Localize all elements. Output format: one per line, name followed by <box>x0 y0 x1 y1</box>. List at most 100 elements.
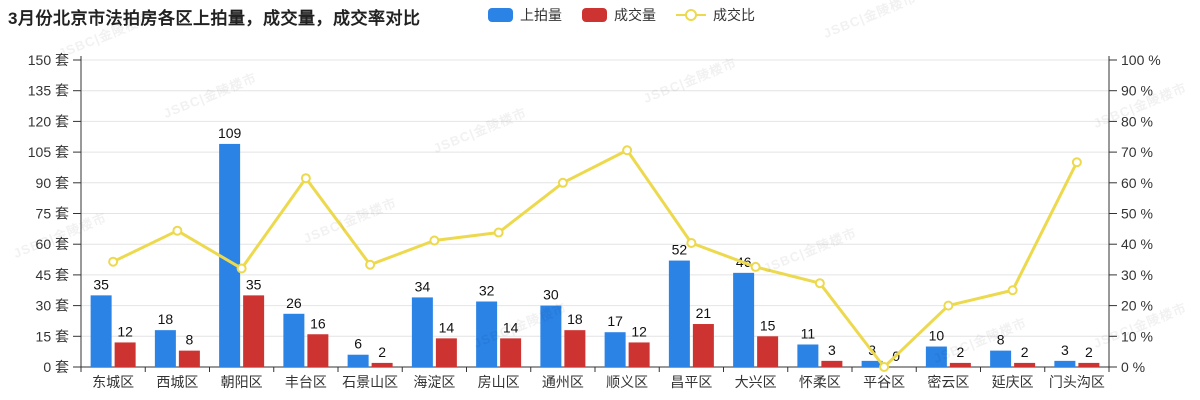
bar-value-label: 35 <box>246 276 262 292</box>
x-axis-category-label: 西城区 <box>156 374 198 390</box>
ratio-line-point <box>493 227 504 238</box>
ratio-line-point <box>108 256 119 267</box>
legend-item-sold[interactable]: 成交量 <box>582 5 656 25</box>
bar-value-label: 6 <box>354 336 362 352</box>
bar-value-label: 3 <box>1061 342 1069 358</box>
bar-成交量 <box>178 350 200 367</box>
ratio-line-point <box>622 145 633 156</box>
x-axis-category-label: 石景山区 <box>342 374 398 390</box>
right-axis-label: 70 % <box>1121 144 1153 160</box>
ratio-line-point <box>172 225 183 236</box>
bar-成交量 <box>1014 362 1036 367</box>
legend-item-listed[interactable]: 上拍量 <box>488 5 562 25</box>
bar-value-label: 109 <box>218 125 242 141</box>
bar-上拍量 <box>990 350 1012 367</box>
x-axis-category-label: 房山区 <box>478 374 520 390</box>
left-axis-label: 105 套 <box>28 144 69 160</box>
bar-上拍量 <box>283 313 305 367</box>
bar-value-label: 16 <box>310 315 326 331</box>
bar-成交量 <box>114 342 136 367</box>
ratio-line-point <box>814 278 825 289</box>
bar-value-label: 8 <box>997 332 1005 348</box>
bar-成交量 <box>500 338 522 367</box>
bar-上拍量 <box>90 295 112 367</box>
bar-value-label: 34 <box>415 278 431 294</box>
bar-value-label: 12 <box>117 323 133 339</box>
bar-value-label: 2 <box>378 344 386 360</box>
x-axis-category-label: 大兴区 <box>735 374 777 390</box>
bar-上拍量 <box>411 297 433 367</box>
bar-value-label: 35 <box>93 276 109 292</box>
bar-成交量 <box>1078 362 1100 367</box>
bar-上拍量 <box>861 360 883 367</box>
bar-上拍量 <box>540 305 562 367</box>
right-axis-label: 40 % <box>1121 236 1153 252</box>
legend-swatch-red <box>582 8 607 22</box>
right-axis-label: 50 % <box>1121 206 1153 222</box>
ratio-line-point <box>300 173 311 184</box>
x-axis-category-label: 朝阳区 <box>221 374 263 390</box>
right-axis-label: 90 % <box>1121 83 1153 99</box>
bar-value-label: 14 <box>439 319 455 335</box>
left-axis-label: 30 套 <box>36 298 69 314</box>
bar-成交量 <box>243 295 265 367</box>
x-axis-category-label: 门头沟区 <box>1049 374 1105 390</box>
ratio-line-point <box>943 300 954 311</box>
bar-value-label: 15 <box>760 317 776 333</box>
x-axis-category-label: 顺义区 <box>606 374 648 390</box>
bar-value-label: 8 <box>185 332 193 348</box>
ratio-line <box>112 148 1079 369</box>
bar-value-label: 17 <box>607 313 623 329</box>
right-axis-label: 60 % <box>1121 175 1153 191</box>
left-axis-label: 15 套 <box>36 328 69 344</box>
bar-成交量 <box>821 360 843 367</box>
x-axis-category-label: 怀柔区 <box>799 374 841 390</box>
bar-value-label: 30 <box>543 287 559 303</box>
ratio-line-point <box>557 177 568 188</box>
x-axis-category-label: 丰台区 <box>285 374 327 390</box>
chart-title: 3月份北京市法拍房各区上拍量，成交量，成交率对比 <box>8 9 421 28</box>
bar-value-label: 11 <box>801 325 816 341</box>
ratio-line-point <box>1007 285 1018 296</box>
bar-value-label: 26 <box>286 295 302 311</box>
bar-上拍量 <box>1054 360 1076 367</box>
bar-value-label: 2 <box>1085 344 1093 360</box>
bar-成交量 <box>949 362 971 367</box>
right-axis-label: 10 % <box>1121 328 1153 344</box>
left-axis-label: 0 套 <box>43 359 69 375</box>
ratio-line-point <box>236 263 247 274</box>
bar-上拍量 <box>668 260 690 367</box>
legend-line-marker-icon <box>676 8 706 22</box>
x-axis-category-label: 通州区 <box>542 374 584 390</box>
left-axis-label: 75 套 <box>36 206 69 222</box>
ratio-line-point <box>429 235 440 246</box>
ratio-line-point <box>879 362 890 372</box>
bar-上拍量 <box>476 301 498 367</box>
x-axis-category-label: 东城区 <box>92 374 134 390</box>
bar-上拍量 <box>733 272 755 367</box>
bar-value-label: 10 <box>929 328 945 344</box>
ratio-line-point <box>1071 157 1082 168</box>
bar-上拍量 <box>797 344 819 367</box>
left-axis-label: 150 套 <box>28 52 69 68</box>
legend-label-sold: 成交量 <box>614 7 656 23</box>
right-axis-label: 0 % <box>1121 359 1145 375</box>
x-axis-category-label: 密云区 <box>927 374 969 390</box>
bar-上拍量 <box>154 330 176 367</box>
bar-成交量 <box>757 336 779 367</box>
bar-成交量 <box>564 330 586 367</box>
legend-item-ratio[interactable]: 成交比 <box>676 5 755 25</box>
bar-value-label: 32 <box>479 283 495 299</box>
bar-上拍量 <box>347 354 369 367</box>
ratio-line-point <box>365 259 376 270</box>
bar-上拍量 <box>604 332 626 367</box>
bar-value-label: 52 <box>672 242 688 258</box>
x-axis-category-label: 延庆区 <box>992 374 1034 390</box>
bar-成交量 <box>371 362 393 367</box>
bar-value-label: 18 <box>567 311 583 327</box>
bar-上拍量 <box>219 143 241 367</box>
bar-value-label: 14 <box>503 319 519 335</box>
ratio-line-point <box>686 237 697 248</box>
left-axis-label: 120 套 <box>28 113 69 129</box>
